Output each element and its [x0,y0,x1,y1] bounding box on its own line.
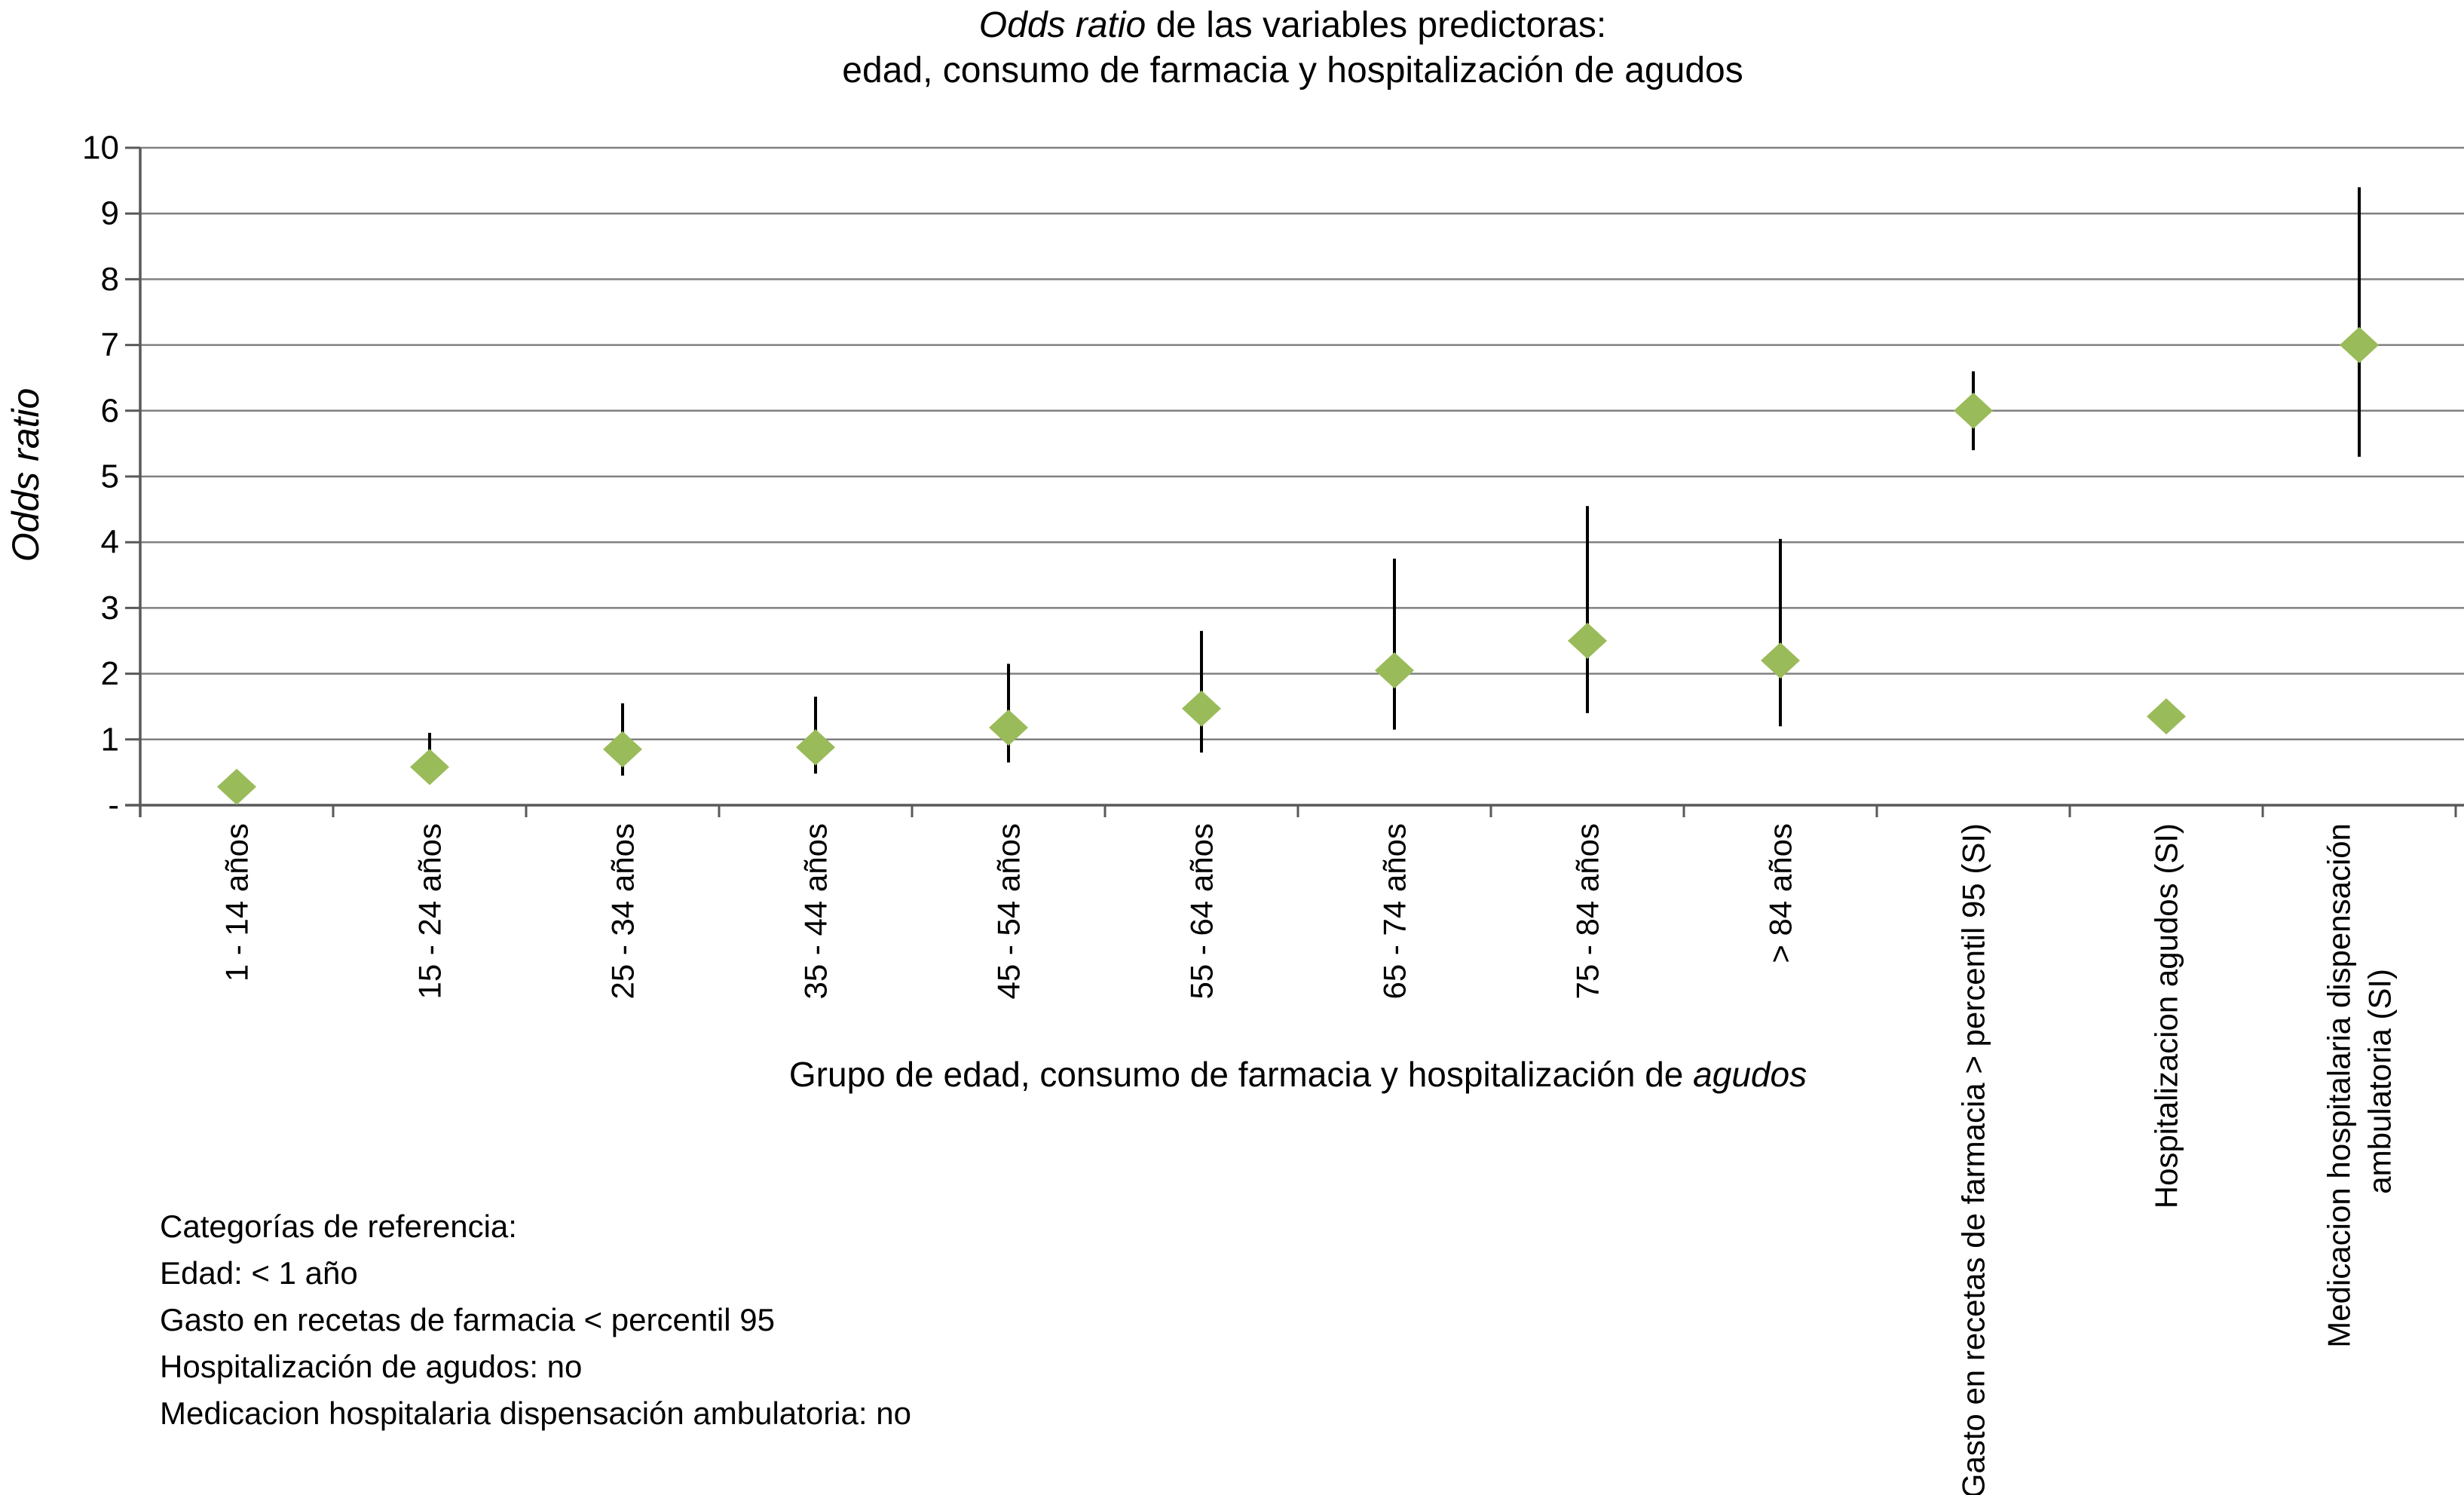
diamond-marker [796,729,835,766]
x-category-label: 65 - 74 años [1377,823,1413,1000]
footnote: Categorías de referencia: Edad: < 1 año … [160,1203,911,1437]
x-axis-title: Grupo de edad, consumo de farmacia y hos… [789,1054,1807,1095]
x-axis-title-italic: agudos [1693,1055,1807,1094]
diamond-marker [2147,698,2186,735]
x-category-label: > 84 años [1763,823,1798,963]
x-category-label: 75 - 84 años [1570,823,1605,1000]
footnote-line: Categorías de referencia: [160,1209,517,1244]
footnote-line: Gasto en recetas de farmacia < percentil… [160,1302,775,1337]
y-tick-label: 2 [101,655,119,692]
y-tick-label: 9 [101,195,119,232]
diamond-marker [603,731,642,767]
x-category-label: 55 - 64 años [1184,823,1220,1000]
y-tick-label: 7 [101,326,119,363]
y-tick-label: 10 [82,130,119,167]
diamond-marker [1761,642,1800,679]
x-category-label: Gasto en recetas de farmacia > percentil… [1956,823,1991,1495]
x-axis-title-regular: Grupo de edad, consumo de farmacia y hos… [788,1055,1694,1094]
diamond-marker [989,709,1028,746]
chart-title-line1-italic: Odds ratio [978,5,1146,45]
x-category-label: 35 - 44 años [798,823,834,1000]
y-tick-label: 3 [101,590,119,626]
y-tick-label: 8 [101,261,119,298]
y-tick-label: 1 [101,721,119,758]
y-axis-title: Odds ratio [5,388,47,562]
x-category-label: Medicacion hospitalaria dispensación [2322,823,2357,1348]
chart-title-line2: edad, consumo de farmacia y hospitalizac… [842,51,1743,90]
footnote-line: Hospitalización de agudos: no [160,1349,583,1384]
x-category-label: 25 - 34 años [605,823,641,1000]
diamond-marker [1182,690,1221,727]
chart-title-line1-rest: de las variables predictoras: [1146,5,1607,45]
x-category-label: 1 - 14 años [219,823,255,982]
y-tick-label: 6 [101,392,119,429]
diamond-marker [410,749,449,786]
y-tick-label: - [108,787,119,824]
x-category-label: 15 - 24 años [412,823,448,1000]
chart-title: Odds ratio de las variables predictoras:… [842,3,1743,93]
diamond-marker [2340,326,2379,363]
y-tick-label: 4 [101,524,119,561]
footnote-line: Edad: < 1 año [160,1255,358,1291]
x-category-label: ambulatoria (SI) [2362,969,2398,1194]
footnote-line: Medicacion hospitalaria dispensación amb… [160,1395,911,1431]
diamond-marker [217,768,256,805]
x-category-label: Hospitalizacion agudos (SI) [2149,823,2184,1209]
diamond-marker [1375,652,1414,689]
x-category-label: 45 - 54 años [991,823,1027,1000]
y-tick-label: 5 [101,458,119,495]
chart-title-line1: Odds ratio de las variables predictoras: [842,3,1743,48]
diamond-marker [1568,623,1607,659]
diamond-marker [1954,392,1993,429]
